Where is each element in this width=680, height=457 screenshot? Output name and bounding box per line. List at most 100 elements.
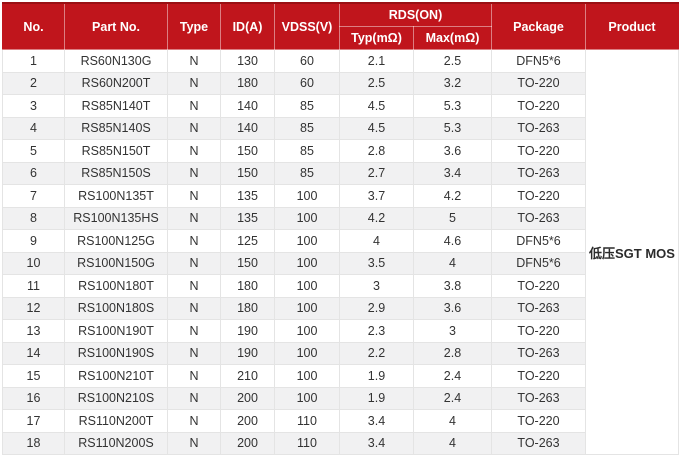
cell: 190 [220,319,275,343]
table-row: 3 RS85N140T N 140 85 4.5 5.3 TO-220 [2,94,679,118]
cell: 2.8 [339,139,414,163]
table-row: 15 RS100N210T N 210 100 1.9 2.4 TO-220 [2,364,679,388]
cell: 3.4 [339,409,414,433]
cell: 18 [2,431,65,455]
product-cell: 低压SGT MOS [585,49,679,455]
cell: 4.5 [339,94,414,118]
cell: TO-220 [491,139,586,163]
cell: TO-263 [491,161,586,185]
cell: N [167,206,221,230]
cell: 85 [274,94,340,118]
cell: 85 [274,139,340,163]
table-row: 4 RS85N140S N 140 85 4.5 5.3 TO-263 [2,116,679,140]
cell: N [167,139,221,163]
table-row: 1 RS60N130G N 130 60 2.1 2.5 DFN5*6 低压SGT MOS [2,49,679,455]
cell: 2.3 [339,319,414,343]
cell: 100 [274,251,340,275]
cell: N [167,386,221,410]
col-header-max-mohm: Max(mΩ) [413,26,492,50]
table-row: 8 RS100N135HS N 135 100 4.2 5 TO-263 [2,206,679,230]
cell: 3.4 [339,431,414,455]
header-row-main: No. Part No. Type ID(A) VDSS(V) RDS(ON) … [2,2,679,50]
cell: 2.1 [339,49,414,73]
cell: TO-263 [491,206,586,230]
table-row: 13 RS100N190T N 190 100 2.3 3 TO-220 [2,319,679,343]
table-body: 1 RS60N130G N 130 60 2.1 2.5 DFN5*6 低压SGT MOS 2 RS… [2,49,679,455]
cell: TO-220 [491,409,586,433]
cell: RS100N210T [64,364,168,388]
cell: 3.4 [413,161,492,185]
cell: 85 [274,116,340,140]
cell: 3.6 [413,296,492,320]
cell: 9 [2,229,65,253]
cell: 150 [220,139,275,163]
cell: N [167,49,221,73]
cell: 3 [413,319,492,343]
col-header-id-a: ID(A) [220,2,275,50]
cell: N [167,274,221,298]
cell: RS100N180T [64,274,168,298]
table-row: 7 RS100N135T N 135 100 3.7 4.2 TO-220 [2,184,679,208]
cell: 5 [413,206,492,230]
cell: 200 [220,409,275,433]
cell: 2.5 [339,71,414,95]
cell: TO-263 [491,386,586,410]
cell: 17 [2,409,65,433]
cell: 1.9 [339,386,414,410]
cell: N [167,341,221,365]
cell: 1.9 [339,364,414,388]
cell: TO-263 [491,296,586,320]
cell: TO-220 [491,274,586,298]
cell: 7 [2,184,65,208]
cell: 14 [2,341,65,365]
cell: N [167,116,221,140]
cell: 3.6 [413,139,492,163]
cell: 2.7 [339,161,414,185]
cell: N [167,319,221,343]
cell: RS60N130G [64,49,168,73]
cell: RS100N190S [64,341,168,365]
cell: N [167,431,221,455]
cell: DFN5*6 [491,251,586,275]
cell: 12 [2,296,65,320]
cell: 1 [2,49,65,73]
cell: 16 [2,386,65,410]
cell: N [167,94,221,118]
cell: N [167,409,221,433]
cell: 6 [2,161,65,185]
cell: 200 [220,431,275,455]
cell: RS110N200S [64,431,168,455]
table-header: No. Part No. Type ID(A) VDSS(V) RDS(ON) … [2,2,679,50]
cell: RS100N135T [64,184,168,208]
cell: 140 [220,116,275,140]
cell: RS100N190T [64,319,168,343]
cell: 100 [274,184,340,208]
cell: 4.5 [339,116,414,140]
cell: 3 [339,274,414,298]
cell: 130 [220,49,275,73]
cell: 2.5 [413,49,492,73]
cell: 85 [274,161,340,185]
cell: TO-263 [491,116,586,140]
cell: 100 [274,206,340,230]
header-row-sub: Typ(mΩ) Max(mΩ) [3,26,679,50]
cell: 8 [2,206,65,230]
cell: 180 [220,274,275,298]
cell: 150 [220,161,275,185]
cell: 4.2 [413,184,492,208]
cell: 100 [274,229,340,253]
cell: 200 [220,386,275,410]
cell: 135 [220,206,275,230]
cell: TO-220 [491,184,586,208]
cell: 150 [220,251,275,275]
cell: TO-220 [491,364,586,388]
cell: 60 [274,71,340,95]
cell: DFN5*6 [491,229,586,253]
cell: N [167,251,221,275]
table-row: 17 RS110N200T N 200 110 3.4 4 TO-220 [2,409,679,433]
cell: 60 [274,49,340,73]
cell: 2.9 [339,296,414,320]
col-header-product: Product [585,2,679,50]
cell: N [167,71,221,95]
cell: N [167,296,221,320]
